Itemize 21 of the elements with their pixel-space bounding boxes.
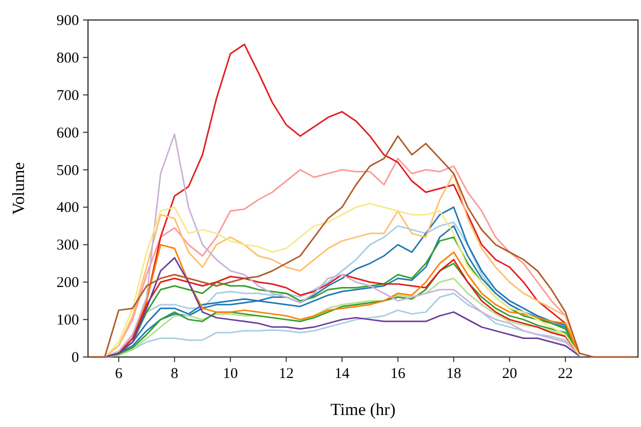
x-tick-label: 20 — [502, 366, 518, 382]
x-tick-label: 6 — [114, 366, 123, 382]
x-tick-label: 22 — [558, 366, 573, 382]
y-tick-label: 0 — [72, 350, 79, 366]
x-tick-label: 12 — [278, 366, 294, 382]
x-tick-label: 8 — [170, 366, 178, 382]
y-axis-title: Volume — [9, 162, 28, 215]
y-tick-label: 800 — [56, 50, 79, 66]
x-tick-label: 16 — [390, 366, 406, 382]
y-tick-label: 300 — [56, 238, 79, 254]
y-tick-label: 600 — [56, 125, 79, 142]
y-tick-label: 100 — [56, 312, 79, 329]
x-tick-label: 10 — [222, 366, 238, 382]
y-tick-label: 400 — [56, 200, 79, 216]
x-tick-label: 14 — [334, 366, 350, 382]
y-tick-label: 200 — [56, 275, 79, 292]
x-tick-label: 18 — [446, 366, 462, 382]
y-tick-label: 700 — [56, 88, 79, 104]
y-tick-label: 500 — [56, 162, 79, 179]
x-axis-title: Time (hr) — [330, 400, 396, 419]
y-tick-label: 900 — [56, 13, 79, 29]
